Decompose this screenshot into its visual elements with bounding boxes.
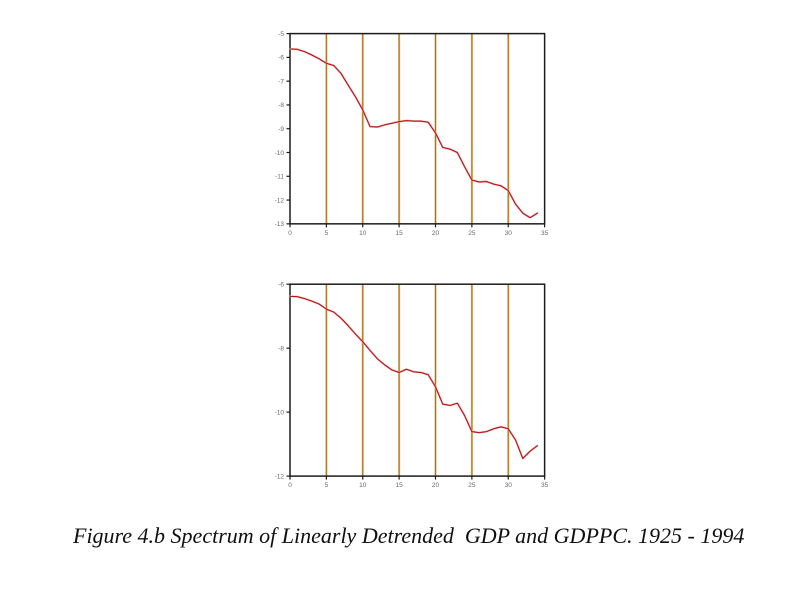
- svg-text:-5: -5: [278, 31, 284, 38]
- svg-text:35: 35: [541, 230, 549, 237]
- svg-text:-6: -6: [278, 282, 284, 289]
- svg-text:30: 30: [505, 482, 513, 489]
- svg-text:5: 5: [325, 482, 329, 489]
- svg-text:35: 35: [541, 482, 549, 489]
- svg-text:0: 0: [288, 482, 292, 489]
- svg-text:-9: -9: [278, 126, 284, 133]
- svg-text:-8: -8: [278, 102, 284, 109]
- svg-text:-10: -10: [275, 409, 285, 416]
- svg-text:25: 25: [468, 230, 476, 237]
- svg-text:-8: -8: [278, 345, 284, 352]
- svg-text:15: 15: [396, 230, 404, 237]
- svg-text:15: 15: [396, 482, 404, 489]
- svg-text:0: 0: [288, 230, 292, 237]
- svg-text:-12: -12: [275, 473, 285, 480]
- svg-text:-10: -10: [275, 150, 285, 157]
- svg-text:-12: -12: [275, 197, 285, 204]
- svg-text:20: 20: [432, 230, 440, 237]
- svg-text:10: 10: [359, 482, 367, 489]
- svg-text:-6: -6: [278, 55, 284, 62]
- svg-text:30: 30: [505, 230, 513, 237]
- svg-text:-13: -13: [275, 221, 285, 228]
- svg-text:25: 25: [468, 482, 476, 489]
- svg-text:-7: -7: [278, 78, 284, 85]
- svg-text:20: 20: [432, 482, 440, 489]
- svg-text:10: 10: [359, 230, 367, 237]
- svg-text:5: 5: [325, 230, 329, 237]
- svg-text:-11: -11: [275, 174, 284, 181]
